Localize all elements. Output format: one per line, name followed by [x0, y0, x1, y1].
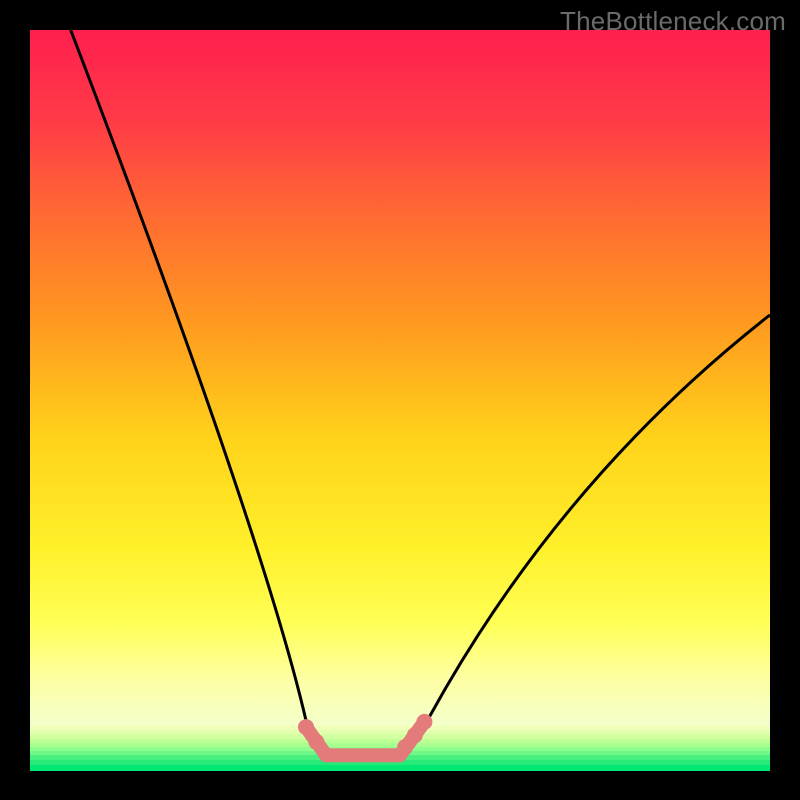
valley-accent-dot — [416, 714, 432, 730]
valley-accent-dot — [298, 719, 314, 735]
valley-accent-dot — [308, 734, 324, 750]
bottleneck-v-curve — [71, 30, 770, 757]
valley-accent-dot — [407, 727, 423, 743]
watermark-text: TheBottleneck.com — [560, 6, 786, 37]
curve-layer — [0, 0, 800, 800]
chart-stage: TheBottleneck.com — [0, 0, 800, 800]
